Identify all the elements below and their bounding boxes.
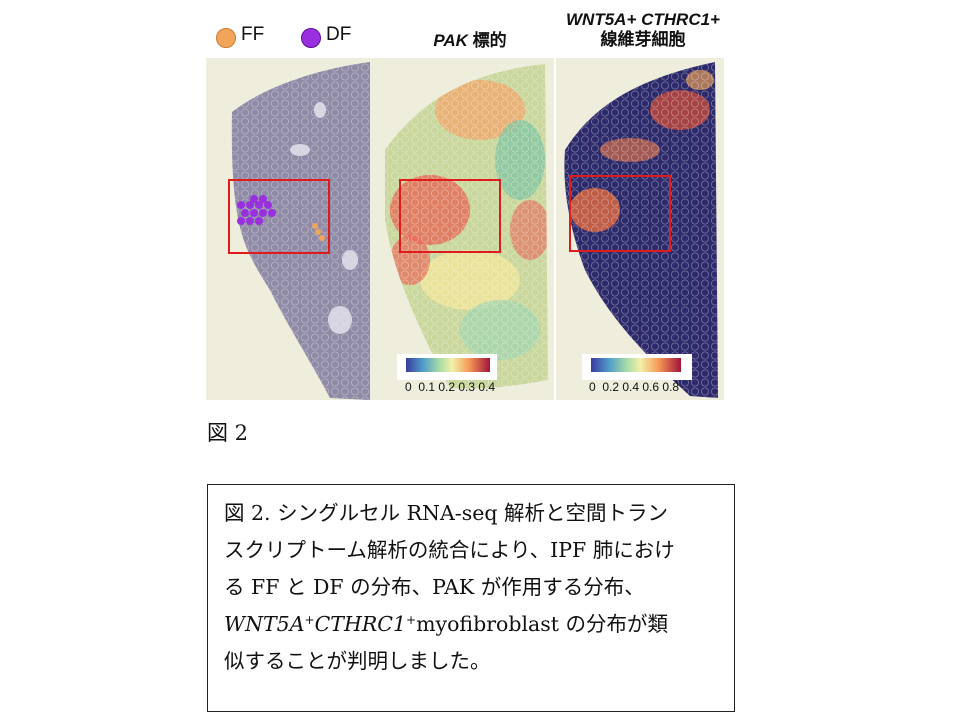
colorbar-wnt5a-ticks: 0 0.2 0.4 0.6 0.8 — [589, 380, 680, 394]
caption-line-4-rest: myofibroblast の分布が類 — [416, 612, 669, 636]
panel-title-wnt5a: WNT5A+ CTHRC1+ 線維芽細胞 — [548, 10, 738, 50]
caption-gene-wnt5a: WNT5A — [224, 612, 305, 636]
panel-title-wnt5a-line1: WNT5A+ CTHRC1+ — [566, 10, 720, 29]
caption-line-1: 図 2. シングルセル RNA-seq 解析と空間トラン — [224, 501, 669, 525]
caption-sup-1: + — [304, 613, 315, 627]
legend-ff-label: FF — [241, 24, 265, 45]
panel-title-wnt5a-line2: 線維芽細胞 — [600, 30, 686, 49]
colorbar-pak-ticks: 0 0.1 0.2 0.3 0.4 — [405, 380, 496, 394]
caption-sup-2: + — [406, 613, 417, 627]
legend-ff-dot — [216, 28, 236, 48]
caption-line-2: スクリプトーム解析の統合により、IPF 肺におけ — [224, 538, 675, 562]
panel-pak — [374, 58, 554, 400]
figure-label: 図 2 — [207, 421, 249, 445]
caption-line-3: る FF と DF の分布、PAK が作用する分布、 — [224, 575, 645, 599]
legend-df-label: DF — [326, 24, 352, 45]
panel-title-pak-gene: PAK — [433, 31, 468, 50]
legend-df-dot — [301, 28, 321, 48]
caption-gene-cthrc1: CTHRC1 — [314, 612, 406, 636]
panel-title-pak: PAK 標的 — [400, 26, 540, 51]
caption-line-4: WNT5A+CTHRC1+myofibroblast の分布が類 — [224, 606, 720, 643]
panel-wnt5a — [556, 58, 724, 400]
panel-he — [206, 58, 374, 400]
caption-box: 図 2. シングルセル RNA-seq 解析と空間トラン スクリプトーム解析の統… — [207, 484, 735, 712]
panel-title-pak-rest: 標的 — [467, 31, 507, 50]
caption-line-5: 似することが判明しました。 — [224, 649, 491, 673]
